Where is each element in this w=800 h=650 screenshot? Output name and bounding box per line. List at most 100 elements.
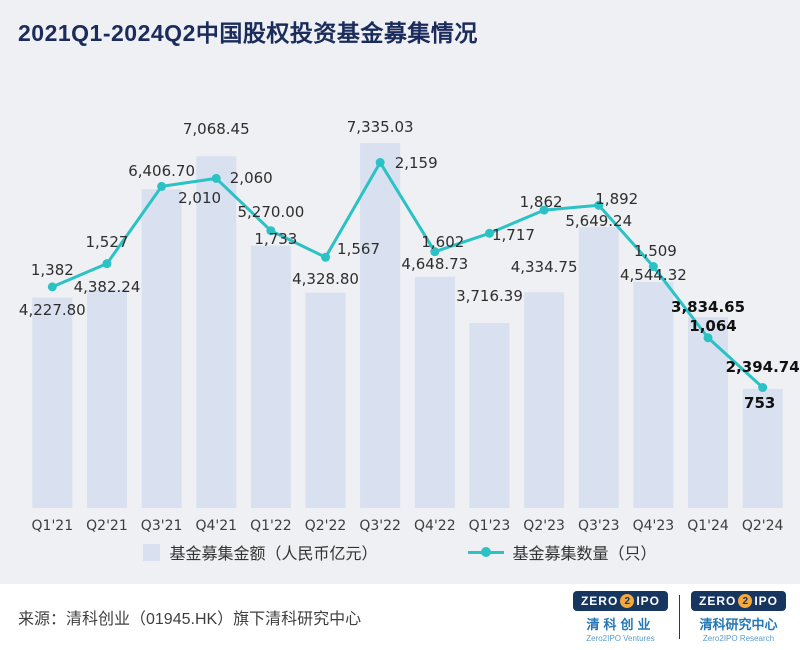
- bar-Q1'23: [469, 323, 510, 508]
- brand-logos: ZERO 2 IPO 清科创业 Zero2IPO Ventures ZERO 2…: [572, 591, 786, 643]
- logo-zero2ipo-ventures: ZERO 2 IPO 清科创业 Zero2IPO Ventures: [572, 591, 668, 643]
- x-axis-label: Q4'22: [414, 518, 456, 534]
- bar-Q2'22: [305, 292, 346, 508]
- count-label-Q3'21: 2,010: [178, 189, 221, 207]
- bar-Q1'22: [250, 245, 291, 508]
- count-label-Q1'24: 1,064: [689, 317, 736, 335]
- x-axis-label: Q4'21: [195, 518, 237, 534]
- count-label-Q4'23: 1,509: [634, 242, 677, 260]
- count-label-Q1'21: 1,382: [31, 261, 74, 279]
- legend-amount-label: 基金募集金额（人民币亿元）: [169, 546, 378, 563]
- bar-Q1'24: [688, 317, 729, 508]
- count-line: [50, 161, 765, 390]
- count-label-Q3'23: 1,892: [595, 190, 638, 208]
- x-axis-label: Q1'21: [32, 518, 74, 534]
- count-label-Q2'21: 1,527: [85, 233, 128, 251]
- line-dot-Q1'21: [47, 282, 57, 292]
- bar-Q1'21: [32, 297, 73, 508]
- legend-item-count: 基金募集数量（只）: [467, 540, 657, 564]
- line-dot-Q3'23: [594, 200, 604, 210]
- amount-label-Q3'21: 6,406.70: [128, 162, 195, 180]
- x-axis-label: Q1'23: [469, 518, 511, 534]
- count-label-Q3'22: 2,159: [395, 154, 438, 172]
- count-label-Q2'22: 1,567: [337, 240, 380, 258]
- chart-legend: 基金募集金额（人民币亿元） 基金募集数量（只）: [0, 540, 800, 564]
- line-dot-Q1'23: [484, 228, 494, 238]
- legend-count-label: 基金募集数量（只）: [512, 546, 657, 563]
- legend-amount-swatch: [143, 543, 161, 561]
- x-axis-label: Q2'24: [742, 518, 784, 534]
- line-dot-Q4'23: [648, 262, 658, 272]
- count-label-Q4'22: 1,602: [421, 233, 464, 251]
- count-label-Q2'24: 753: [744, 394, 775, 412]
- amount-label-Q2'21: 4,382.24: [74, 278, 141, 296]
- source-text: 来源：清科创业（01945.HK）旗下清科研究中心: [18, 611, 362, 628]
- count-label-Q1'22: 1,733: [254, 230, 297, 248]
- line-dot-Q2'21: [102, 259, 112, 269]
- amount-label-Q3'23: 5,649.24: [565, 212, 632, 230]
- line-dot-Q3'21: [157, 181, 167, 191]
- line-dot-Q1'22: [266, 226, 276, 236]
- amount-label-Q4'23: 4,544.32: [620, 266, 687, 284]
- logo-research-en: Zero2IPO Research: [702, 634, 775, 643]
- zero2ipo-badge-icon: ZERO 2 IPO: [690, 591, 786, 611]
- bar-Q2'23: [524, 292, 565, 508]
- amount-label-Q1'22: 5,270.00: [237, 203, 304, 221]
- chart-title: 2021Q1-2024Q2中国股权投资基金募集情况: [18, 20, 478, 46]
- footer: 来源：清科创业（01945.HK）旗下清科研究中心 ZERO 2 IPO 清科创…: [0, 584, 800, 650]
- logo-zero2ipo-research: ZERO 2 IPO 清科研究中心 Zero2IPO Research: [690, 591, 786, 643]
- amount-label-Q2'23: 4,334.75: [511, 258, 578, 276]
- badge-two-icon: 2: [620, 594, 635, 608]
- amount-label-Q1'21: 4,227.80: [19, 301, 86, 319]
- x-axis-label: Q1'22: [250, 518, 292, 534]
- bar-Q2'21: [86, 289, 127, 508]
- logo-ventures-cn: 清科创业: [586, 617, 655, 632]
- count-label-Q4'21: 2,060: [230, 169, 273, 187]
- badge-ipo-text: IPO: [754, 594, 778, 608]
- logo-research-cn: 清科研究中心: [699, 617, 778, 632]
- legend-count-marker: [467, 547, 504, 557]
- amount-label-Q3'22: 7,335.03: [347, 118, 414, 136]
- count-label-Q2'23: 1,862: [520, 193, 563, 211]
- combo-chart: 4,227.80 4,382.24 6,406.70 7,068.45 5,270.00…: [19, 118, 800, 534]
- x-axis-label: Q2'22: [305, 518, 347, 534]
- amount-label-Q1'23: 3,716.39: [456, 287, 523, 305]
- legend-line-dot-icon: [480, 547, 491, 557]
- line-dot-Q2'22: [321, 252, 331, 262]
- bar-Q4'21: [196, 156, 237, 508]
- line-dot-Q2'24: [758, 383, 768, 393]
- zero2ipo-badge-icon: ZERO 2 IPO: [572, 591, 668, 611]
- line-dot-Q2'23: [539, 205, 549, 215]
- line-dot-Q1'24: [703, 333, 713, 343]
- line-dot-Q3'22: [375, 158, 385, 168]
- bar-Q2'24: [742, 388, 783, 508]
- logo-ventures-en: Zero2IPO Ventures: [586, 634, 655, 643]
- x-axis-label: Q3'21: [141, 518, 183, 534]
- amount-label-Q4'22: 4,648.73: [401, 255, 468, 273]
- x-axis-label: Q3'23: [578, 518, 620, 534]
- x-axis-label: Q2'23: [523, 518, 565, 534]
- logo-divider: [678, 595, 680, 639]
- bar-Q3'21: [141, 189, 182, 508]
- bar-Q3'22: [360, 143, 401, 508]
- bar-Q4'23: [633, 281, 674, 508]
- count-label-Q1'23: 1,717: [492, 226, 535, 244]
- x-axis-label: Q3'22: [359, 518, 401, 534]
- legend-item-amount: 基金募集金额（人民币亿元）: [143, 540, 378, 564]
- amount-label-Q1'24: 3,834.65: [671, 298, 745, 316]
- amount-label-Q4'21: 7,068.45: [183, 120, 250, 138]
- badge-two-icon: 2: [738, 594, 753, 608]
- line-dot-Q4'21: [211, 173, 221, 183]
- bar-Q3'23: [578, 226, 619, 508]
- amount-label-Q2'24: 2,394.74: [726, 358, 800, 376]
- badge-ipo-text: IPO: [636, 594, 660, 608]
- badge-zero-text: ZERO: [580, 594, 619, 608]
- badge-zero-text: ZERO: [698, 594, 737, 608]
- x-axis-label: Q2'21: [86, 518, 128, 534]
- x-axis-label: Q1'24: [687, 518, 729, 534]
- amount-label-Q2'22: 4,328.80: [292, 270, 359, 288]
- x-axis-label: Q4'23: [633, 518, 675, 534]
- bar-Q4'22: [414, 276, 455, 508]
- line-dot-Q4'22: [430, 247, 440, 257]
